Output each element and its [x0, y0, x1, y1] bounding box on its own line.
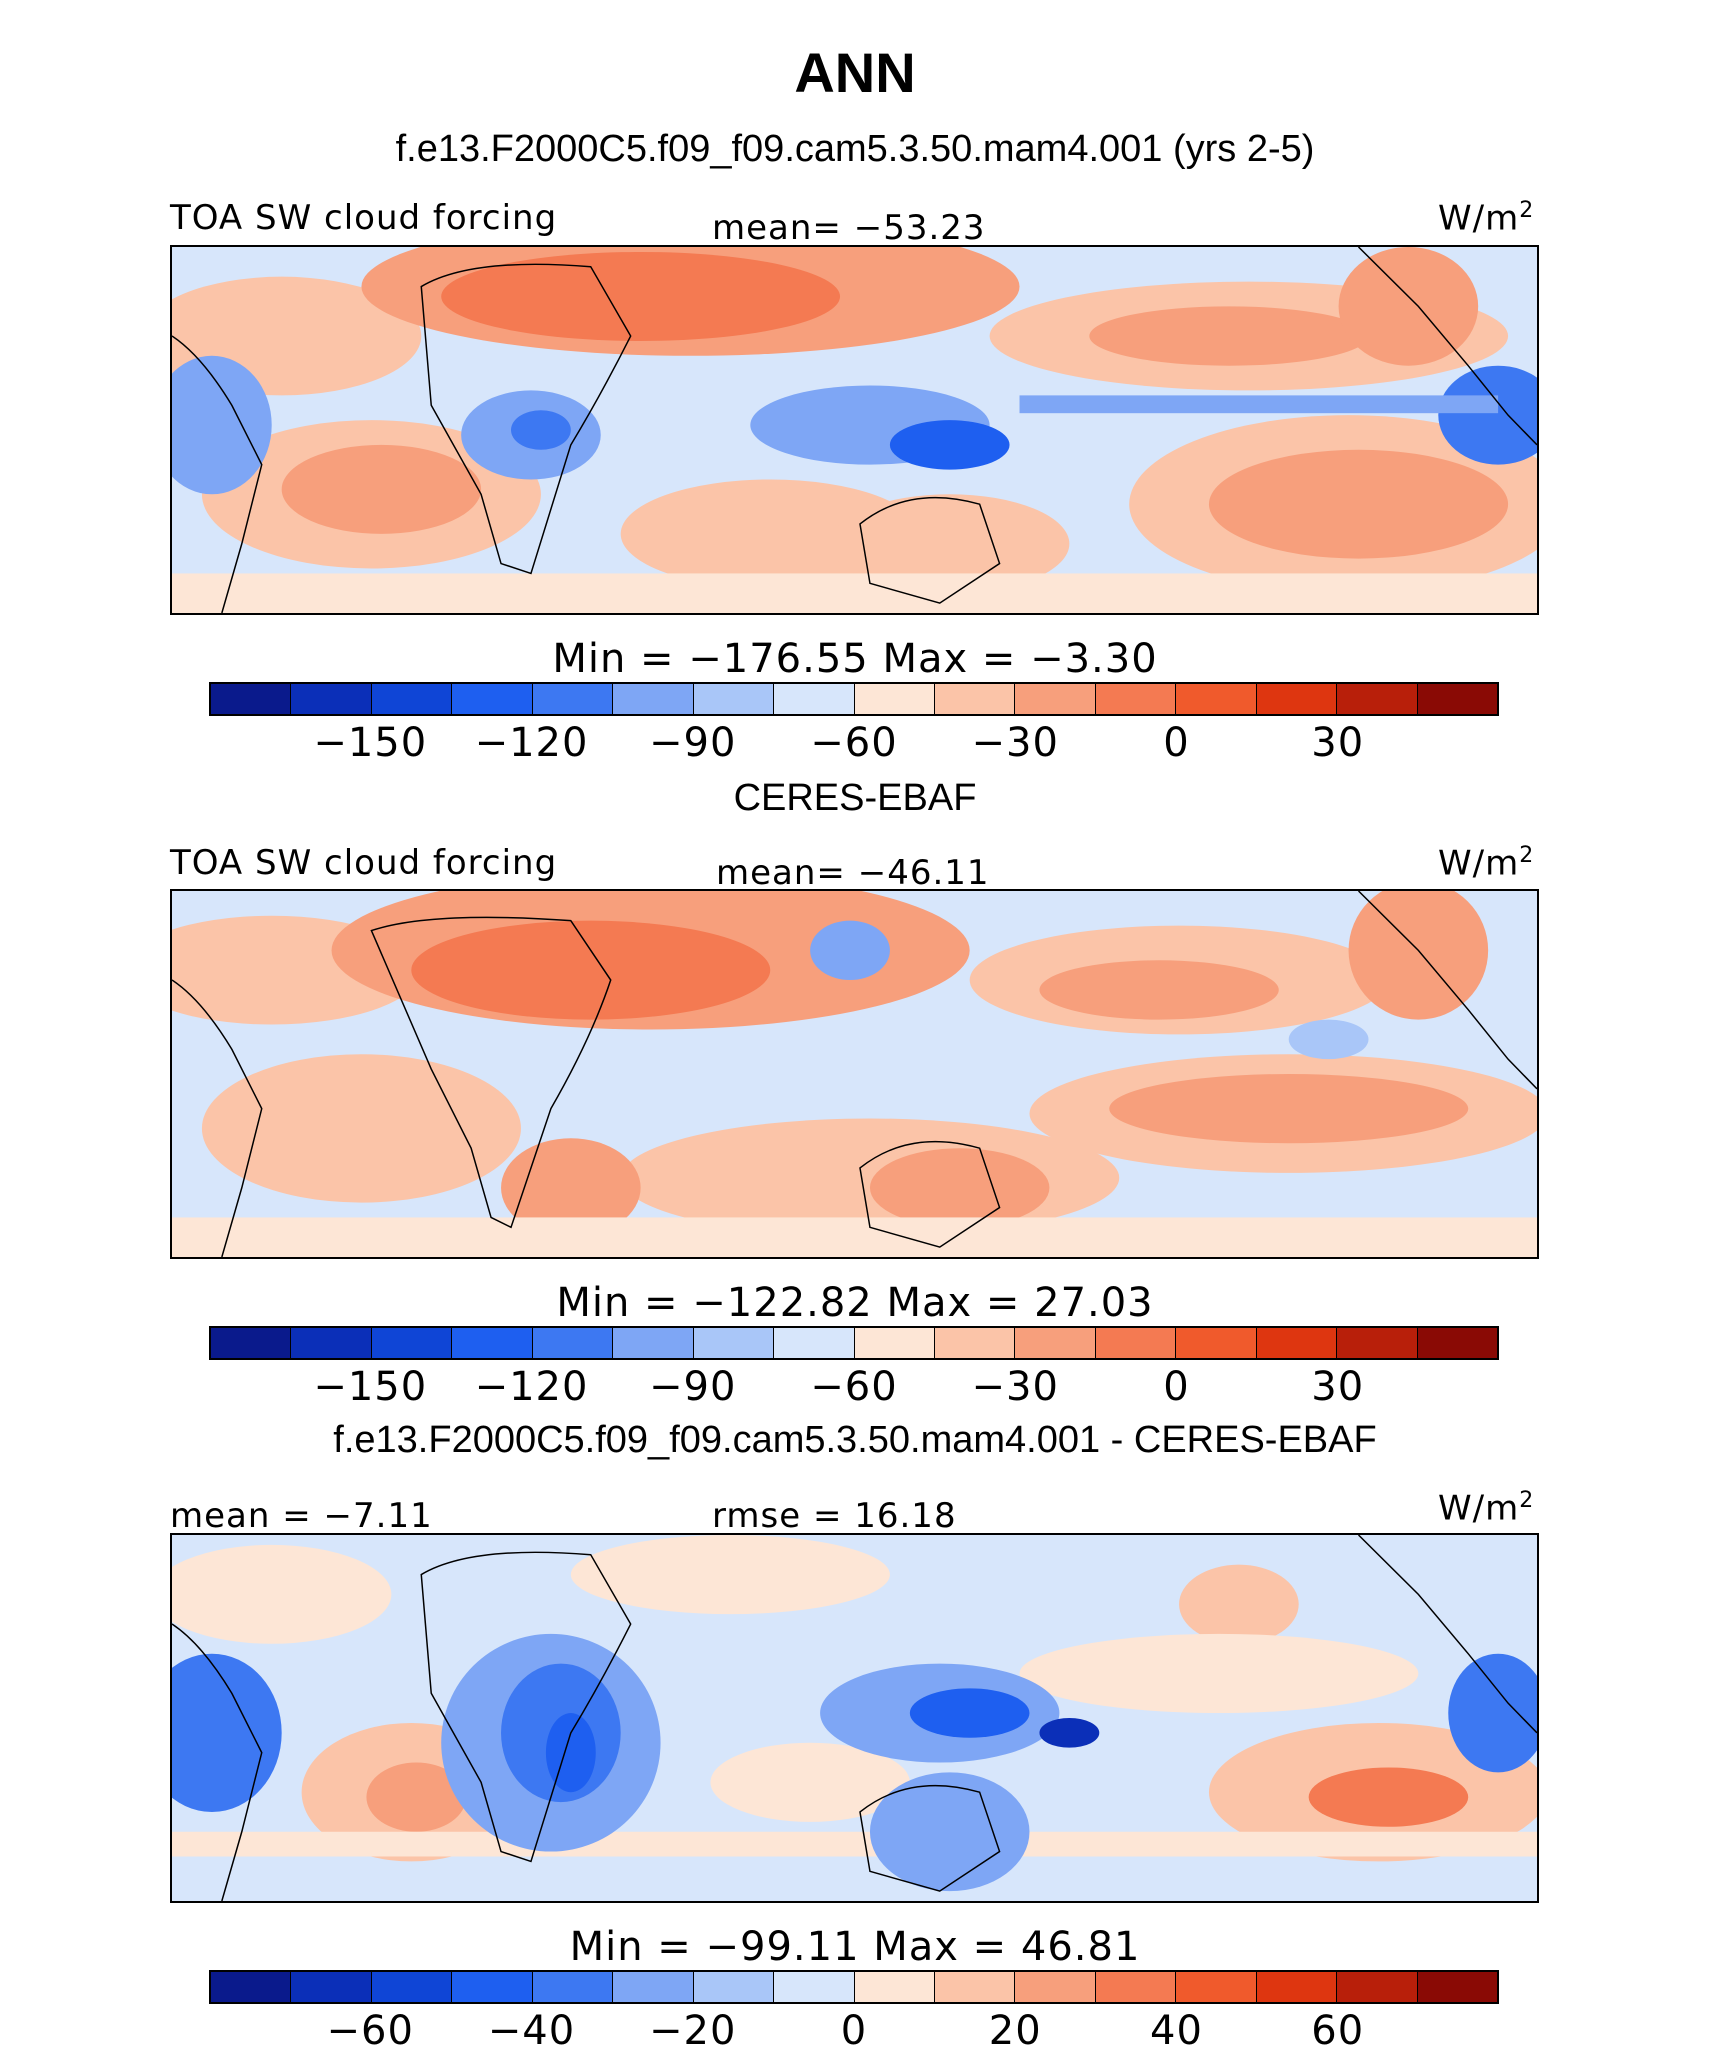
- colorbar-swatch: [1337, 1972, 1418, 2002]
- panel3-mean-label: mean = −7.11: [170, 1496, 433, 1536]
- panel2-colorbar: [209, 1326, 1499, 1360]
- panel3-rmse-label: rmse = 16.18: [712, 1496, 957, 1536]
- colorbar-swatch: [854, 684, 935, 714]
- colorbar-swatch: [613, 1972, 694, 2002]
- colorbar-tick-label: 30: [1311, 720, 1365, 766]
- colorbar-swatch: [291, 684, 372, 714]
- panel1-colorbar: [209, 682, 1499, 716]
- colorbar-tick-label: −40: [487, 2008, 576, 2054]
- panel1-variable-label: TOA SW cloud forcing: [170, 198, 558, 238]
- panel3-heading: f.e13.F2000C5.f09_f09.cam5.3.50.mam4.001…: [333, 1419, 1377, 1461]
- colorbar-tick-label: −60: [810, 1364, 898, 1410]
- colorbar-swatch: [1015, 684, 1096, 714]
- figure-title: ANN: [794, 41, 916, 104]
- colorbar-swatch: [613, 684, 694, 714]
- colorbar-swatch: [452, 684, 533, 714]
- colorbar-tick-label: −120: [474, 720, 589, 766]
- colorbar-tick-label: −90: [649, 1364, 737, 1410]
- colorbar-tick-label: 20: [988, 2008, 1042, 2054]
- colorbar-tick-label: −20: [649, 2008, 737, 2054]
- colorbar-swatch: [1095, 1328, 1177, 1358]
- colorbar-swatch: [1256, 1328, 1338, 1358]
- colorbar-tick-label: −60: [326, 2008, 414, 2054]
- panel3-minmax: Min = −99.11 Max = 46.81: [569, 1924, 1141, 1970]
- colorbar-swatch: [211, 1328, 292, 1358]
- colorbar-tick-label: −60: [810, 720, 898, 766]
- colorbar-swatch: [1256, 1972, 1338, 2002]
- colorbar-swatch: [934, 1328, 1016, 1358]
- panel1-mean-label: mean= −53.23: [712, 208, 986, 248]
- colorbar-swatch: [532, 1328, 614, 1358]
- colorbar-swatch: [693, 1328, 775, 1358]
- colorbar-swatch: [774, 684, 855, 714]
- colorbar-swatch: [693, 684, 775, 714]
- colorbar-swatch: [1095, 684, 1177, 714]
- colorbar-tick-label: 60: [1311, 2008, 1365, 2054]
- colorbar-swatch: [211, 684, 292, 714]
- panel2-heading: CERES-EBAF: [733, 777, 977, 819]
- panel1-minmax: Min = −176.55 Max = −3.30: [552, 636, 1158, 682]
- panel1-unit-label: W/m2: [1438, 198, 1535, 239]
- colorbar-swatch: [1176, 684, 1257, 714]
- colorbar-swatch: [291, 1972, 372, 2002]
- colorbar-swatch: [291, 1328, 372, 1358]
- panel3-map: [170, 1533, 1539, 1903]
- colorbar-swatch: [452, 1328, 533, 1358]
- panel2-minmax: Min = −122.82 Max = 27.03: [556, 1280, 1154, 1326]
- colorbar-swatch: [211, 1972, 292, 2002]
- colorbar-swatch: [532, 1972, 614, 2002]
- colorbar-swatch: [1176, 1328, 1257, 1358]
- panel2-variable-label: TOA SW cloud forcing: [170, 843, 558, 883]
- model-subtitle: f.e13.F2000C5.f09_f09.cam5.3.50.mam4.001…: [395, 128, 1315, 170]
- colorbar-swatch: [774, 1328, 855, 1358]
- colorbar-swatch: [1417, 1972, 1497, 2002]
- panel2-unit-label: W/m2: [1438, 843, 1535, 884]
- colorbar-tick-label: 0: [840, 2008, 868, 2054]
- colorbar-tick-label: −30: [971, 720, 1059, 766]
- panel1-map: [170, 245, 1539, 615]
- colorbar-tick-label: −120: [474, 1364, 589, 1410]
- panel2-mean-label: mean= −46.11: [716, 853, 990, 893]
- colorbar-tick-label: −30: [971, 1364, 1059, 1410]
- colorbar-swatch: [854, 1972, 935, 2002]
- panel3-unit-label: W/m2: [1438, 1488, 1535, 1529]
- colorbar-swatch: [1015, 1972, 1096, 2002]
- colorbar-swatch: [371, 1328, 453, 1358]
- colorbar-swatch: [1337, 684, 1418, 714]
- colorbar-swatch: [452, 1972, 533, 2002]
- colorbar-swatch: [1015, 1328, 1096, 1358]
- colorbar-swatch: [532, 684, 614, 714]
- colorbar-swatch: [934, 1972, 1016, 2002]
- panel2-map: [170, 889, 1539, 1259]
- colorbar-swatch: [1095, 1972, 1177, 2002]
- colorbar-tick-label: −90: [649, 720, 737, 766]
- colorbar-tick-label: −150: [313, 1364, 428, 1410]
- colorbar-swatch: [1417, 684, 1497, 714]
- colorbar-swatch: [693, 1972, 775, 2002]
- colorbar-swatch: [774, 1972, 855, 2002]
- colorbar-tick-label: 30: [1311, 1364, 1365, 1410]
- colorbar-swatch: [1337, 1328, 1418, 1358]
- colorbar-swatch: [1176, 1972, 1257, 2002]
- panel3-colorbar: [209, 1970, 1499, 2004]
- colorbar-swatch: [1417, 1328, 1497, 1358]
- colorbar-swatch: [1256, 684, 1338, 714]
- colorbar-swatch: [371, 684, 453, 714]
- colorbar-tick-label: −150: [313, 720, 428, 766]
- colorbar-swatch: [613, 1328, 694, 1358]
- colorbar-tick-label: 0: [1163, 1364, 1190, 1410]
- colorbar-swatch: [934, 684, 1016, 714]
- colorbar-swatch: [371, 1972, 453, 2002]
- colorbar-tick-label: 0: [1163, 720, 1190, 766]
- colorbar-tick-label: 40: [1150, 2008, 1203, 2054]
- colorbar-swatch: [854, 1328, 935, 1358]
